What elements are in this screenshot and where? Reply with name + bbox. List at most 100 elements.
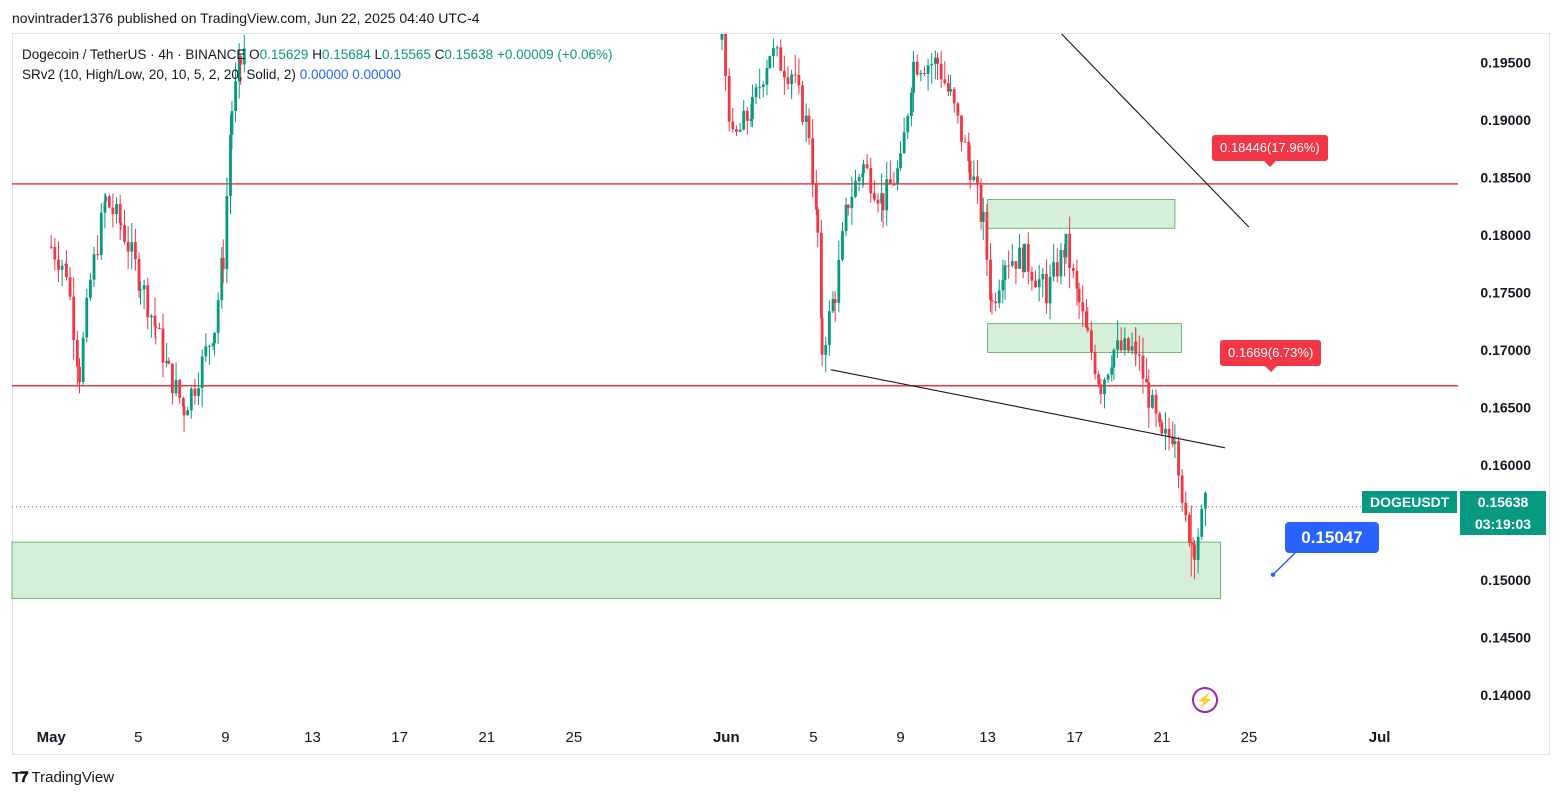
candle-body [885,179,889,211]
candle-body [103,201,107,213]
candle-body [949,89,952,92]
published-by-text: novintrader1376 published on TradingView… [12,10,480,26]
candle-body [153,315,157,327]
candle-body [754,87,758,98]
candle-body [869,167,873,194]
candle-body [919,72,923,75]
candle-body [1064,233,1068,258]
target-point [1270,572,1276,577]
indicator-value-1: 0.00000 [299,67,349,82]
candle-body [930,63,934,66]
candle-body [1081,302,1085,312]
candle-body [142,285,146,290]
candle-body [1145,378,1148,383]
bar-countdown: 03:19:03 [1474,516,1532,532]
candle-body [952,89,956,104]
candle-body [242,48,246,65]
candle-body [844,204,848,232]
candle-body [765,67,769,85]
candle-body [1116,340,1119,350]
candle-body [1203,492,1207,509]
candle-body [225,195,229,270]
candle-body [831,299,835,312]
candle-body [81,337,85,383]
candle-body [880,193,884,204]
candle-body [912,61,915,93]
candle-body [1068,233,1072,268]
candle-body [1154,394,1158,414]
candle-body [807,115,811,139]
candle-body [1026,243,1030,272]
indicator-value-2: 0.00000 [352,67,402,82]
candle-body [751,97,754,119]
candle-body [846,204,850,209]
candle-body [906,116,910,133]
candle-body [1084,311,1088,328]
candle-body [790,74,794,79]
candle-body [824,344,828,355]
candle-body [216,300,220,333]
candle-body [1173,441,1177,445]
x-tick-label: May [37,729,67,746]
candle-body [926,65,930,74]
x-tick-label: 25 [1241,729,1258,746]
candle-body [1188,514,1191,543]
candle-body [1037,279,1041,288]
candle-body [1141,355,1145,379]
candle-body [104,196,108,202]
candle-body [1167,428,1171,437]
indicator-label[interactable]: SRv2 (10, High/Low, 20, 10, 5, 2, 20, So… [22,67,296,82]
tradingview-logo-icon: T𝟕 [12,769,28,786]
candle-body [775,47,779,49]
chart-legend: Dogecoin / TetherUS · 4h · BINANCE O0.15… [22,45,613,85]
candle-body [230,111,234,135]
candle-body [939,63,943,80]
candle-body [1099,384,1103,395]
candle-body [115,204,118,215]
candle-body [1077,288,1081,303]
candle-body [49,246,53,248]
candle-body [899,153,902,169]
lightning-event-icon[interactable]: ⚡ [1192,687,1218,713]
target-price-callout[interactable]: 0.15047 [1285,522,1379,553]
candle-body [167,360,171,364]
tradingview-logo[interactable]: T𝟕 TradingView [12,769,114,786]
y-tick-label: 0.18500 [1480,170,1531,186]
legend-symbol[interactable]: Dogecoin / TetherUS · 4h · BINANCE [22,47,246,62]
target-pointer [1272,551,1297,576]
candle-body [827,311,831,345]
candle-body [234,81,237,112]
x-tick-label: 17 [1066,729,1083,746]
candle-body [1200,508,1204,537]
candle-body [149,315,153,318]
x-tick-label: 13 [304,729,321,746]
candle-body [1041,273,1045,280]
candle-body [60,265,64,270]
candle-body [841,231,844,260]
candle-body [1110,367,1114,375]
candle-body [876,199,880,204]
candle-body [772,48,775,57]
candle-body [197,388,200,396]
candle-body [75,340,79,367]
candle-body [850,196,854,209]
candle-body [96,254,100,256]
candle-body [902,132,906,154]
candle-body [819,232,823,318]
y-tick-label: 0.17000 [1480,342,1531,358]
high-value: 0.15684 [321,47,371,62]
candle-body [107,196,111,208]
lower-level-callout[interactable]: 0.1669(6.73%) [1220,340,1322,372]
candle-body [1119,340,1123,351]
candle-body [1093,352,1097,375]
demand-zone [987,323,1182,353]
candle-body [804,115,808,123]
candle-body [178,380,182,398]
high-label: H [312,47,322,62]
y-tick-label: 0.16500 [1480,400,1531,416]
candle-body [181,397,185,407]
upper-level-callout[interactable]: 0.18446(17.96%) [1212,135,1328,167]
candle-body [915,61,919,75]
chart-frame[interactable] [12,33,1550,755]
